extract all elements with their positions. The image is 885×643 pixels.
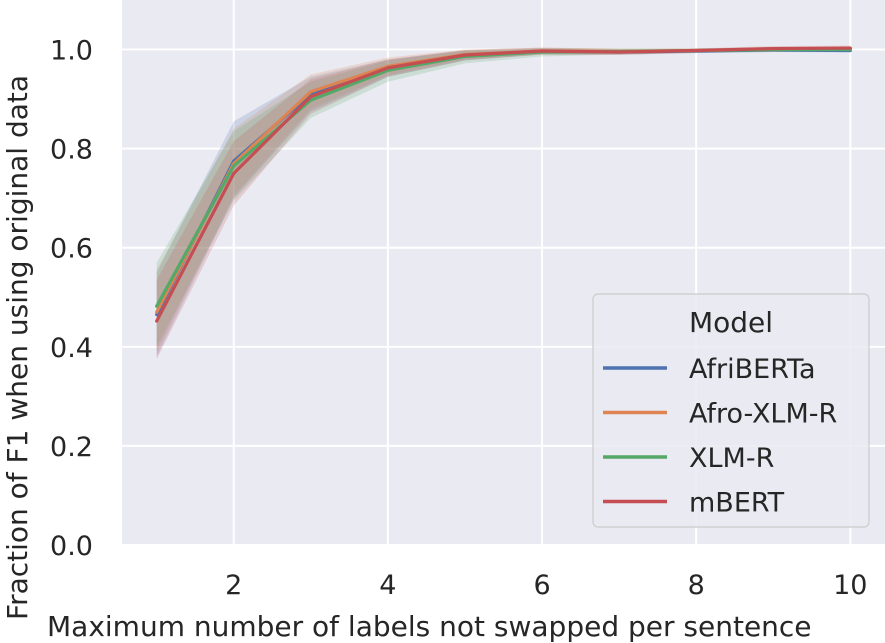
- legend-entries: AfriBERTa Afro-XLM-R XLM-R mBERT: [603, 354, 837, 519]
- legend-title: Model: [689, 306, 773, 339]
- y-tick-label: 0.4: [50, 333, 93, 364]
- x-axis-label: Maximum number of labels not swapped per…: [47, 610, 812, 643]
- y-tick-label: 1.0: [50, 36, 93, 67]
- x-tick-label: 4: [379, 570, 396, 601]
- series-line: [155, 46, 852, 323]
- legend-label: XLM-R: [689, 443, 774, 474]
- y-tick-labels: 0.0 0.2 0.4 0.6 0.8 1.0: [50, 36, 93, 562]
- y-axis-label: Fraction of F1 when using original data: [1, 75, 34, 620]
- y-tick-label: 0.2: [50, 432, 93, 463]
- legend-label: AfriBERTa: [689, 354, 816, 385]
- legend-label: Afro-XLM-R: [689, 399, 837, 430]
- legend-box: [592, 293, 870, 528]
- y-tick-label: 0.6: [50, 234, 93, 265]
- x-tick-label: 6: [533, 570, 550, 601]
- x-tick-label: 2: [225, 570, 242, 601]
- series-lines: [155, 46, 852, 323]
- x-tick-label: 10: [833, 570, 867, 601]
- legend: Model AfriBERTa Afro-XLM-R XLM-R mBERT: [592, 293, 870, 528]
- x-tick-labels: 2 4 6 8 10: [225, 570, 867, 601]
- y-tick-label: 0.0: [50, 531, 93, 562]
- y-tick-label: 0.8: [50, 135, 93, 166]
- x-tick-label: 8: [688, 570, 705, 601]
- legend-label: mBERT: [689, 488, 785, 519]
